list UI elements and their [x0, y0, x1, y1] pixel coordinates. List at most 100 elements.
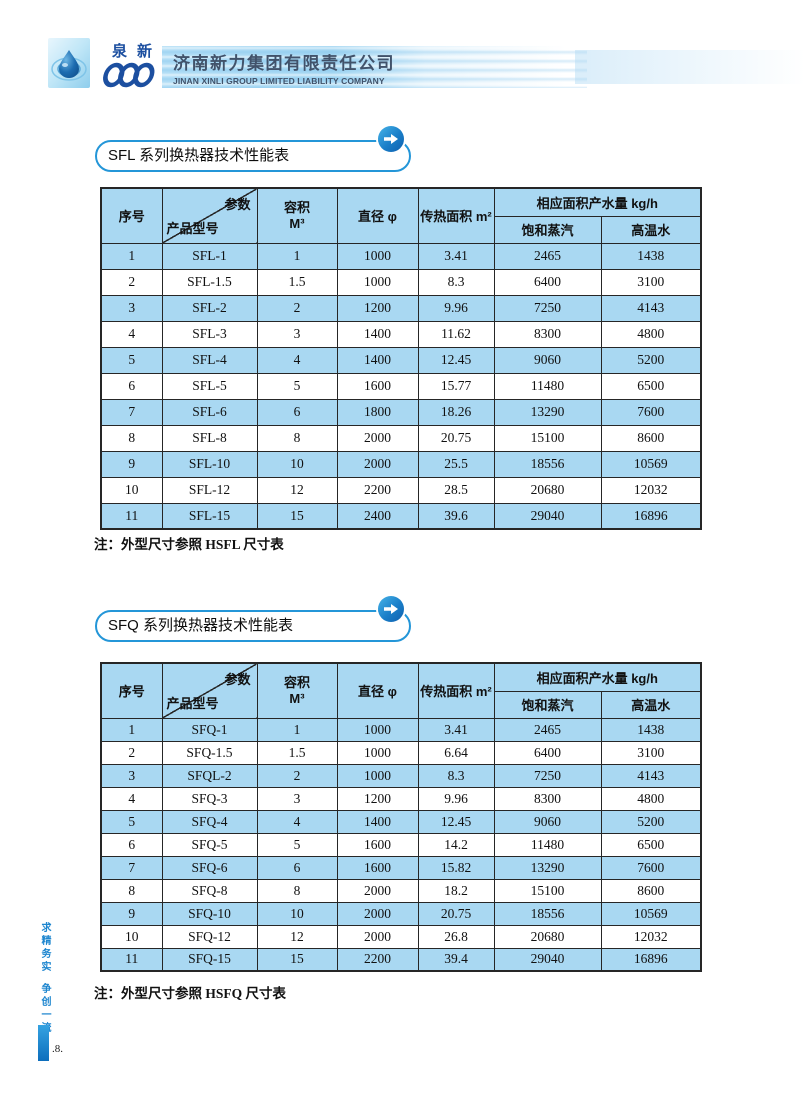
table-cell: SFQ-4 — [161, 809, 258, 834]
table-row: 4 SFQ-3 3 1200 9.96 8300 4800 — [100, 786, 702, 811]
table-cell: 2000 — [336, 901, 419, 926]
table-cell: 18556 — [493, 450, 602, 478]
table-cell: 2000 — [336, 924, 419, 949]
table-cell: 3100 — [600, 268, 702, 296]
table-cell: 1 — [256, 242, 338, 270]
table-cell: 4 — [100, 786, 163, 811]
table-cell: SFQ-12 — [161, 924, 258, 949]
table-cell: 4800 — [600, 320, 702, 348]
table-cell: 2 — [100, 268, 163, 296]
table-cell: 1 — [100, 242, 163, 270]
table-cell: SFQ-1.5 — [161, 740, 258, 765]
table-cell: 11480 — [493, 832, 602, 857]
table-cell: 6 — [256, 855, 338, 880]
table-cell: 8 — [256, 878, 338, 903]
table-cell: 4 — [256, 346, 338, 374]
table-row: 7 SFL-6 6 1800 18.26 13290 7600 — [100, 398, 702, 426]
table-cell: 1438 — [600, 242, 702, 270]
table-cell: 2200 — [336, 476, 419, 504]
table-cell: 1000 — [336, 242, 419, 270]
table-cell: 12032 — [600, 476, 702, 504]
table-cell: SFQ-6 — [161, 855, 258, 880]
table-cell: 12.45 — [417, 346, 495, 374]
table-header-row: 序号 参数 产品型号 容积 M³ 直径 φ 传热面积 m² 相应面积产水量 kg… — [100, 662, 702, 719]
table-cell: 28.5 — [417, 476, 495, 504]
table-cell: 8 — [256, 424, 338, 452]
table-cell: SFL-1.5 — [161, 268, 258, 296]
table-cell: 39.4 — [417, 947, 495, 972]
table-cell: 18556 — [493, 901, 602, 926]
header-volume: 容积 M³ — [256, 187, 338, 244]
table-cell: 7 — [100, 398, 163, 426]
table-cell: 1400 — [336, 320, 419, 348]
table-cell: 15100 — [493, 424, 602, 452]
table-row: 1 SFL-1 1 1000 3.41 2465 1438 — [100, 242, 702, 270]
header-heat-area: 传热面积 m² — [417, 187, 495, 244]
table-cell: 2200 — [336, 947, 419, 972]
table-cell: 29040 — [493, 502, 602, 530]
table-cell: 5 — [256, 832, 338, 857]
swirl-logo-icon — [103, 62, 155, 88]
table-cell: 6400 — [493, 268, 602, 296]
table-note-sfq: 注：外型尺寸参照 HSFQ 尺寸表 — [94, 986, 287, 1001]
table-cell: 16896 — [600, 947, 702, 972]
header-saturated-steam: 饱和蒸汽 — [493, 690, 602, 719]
header-hot-water: 高温水 — [600, 215, 702, 244]
sfl-performance-table: 序号 参数 产品型号 容积 M³ 直径 φ 传热面积 m² 相应面积产水量 kg… — [100, 187, 702, 530]
header-diagonal-cell: 参数 产品型号 — [161, 662, 258, 719]
table-cell: 10569 — [600, 450, 702, 478]
table-cell: 4 — [100, 320, 163, 348]
table-cell: 3 — [256, 320, 338, 348]
table-cell: 6500 — [600, 372, 702, 400]
table-cell: 20680 — [493, 924, 602, 949]
table-row: 3 SFL-2 2 1200 9.96 7250 4143 — [100, 294, 702, 322]
company-logo: 泉新 — [97, 40, 167, 88]
table-cell: SFL-3 — [161, 320, 258, 348]
table-cell: 1600 — [336, 832, 419, 857]
table-cell: 15 — [256, 947, 338, 972]
table-cell: SFL-8 — [161, 424, 258, 452]
table-cell: 10 — [256, 901, 338, 926]
table-cell: 10 — [100, 924, 163, 949]
table-cell: 1600 — [336, 855, 419, 880]
table-cell: 2400 — [336, 502, 419, 530]
sidebar-slogan-top: 求精务实 — [39, 922, 50, 974]
table-cell: 9 — [100, 901, 163, 926]
table-row: 9 SFL-10 10 2000 25.5 18556 10569 — [100, 450, 702, 478]
table-cell: 39.6 — [417, 502, 495, 530]
table-cell: 9.96 — [417, 294, 495, 322]
table-cell: 8.3 — [417, 763, 495, 788]
table-cell: 11480 — [493, 372, 602, 400]
table-cell: 8 — [100, 424, 163, 452]
company-name-en: JINAN XINLI GROUP LIMITED LIABILITY COMP… — [173, 76, 385, 86]
table-cell: SFL-10 — [161, 450, 258, 478]
table-cell: 12.45 — [417, 809, 495, 834]
table-cell: 3100 — [600, 740, 702, 765]
header-diagonal-cell: 参数 产品型号 — [161, 187, 258, 244]
header-banner-fade — [575, 50, 805, 84]
table-cell: SFQL-2 — [161, 763, 258, 788]
table-cell: SFQ-1 — [161, 717, 258, 742]
table-row: 8 SFQ-8 8 2000 18.2 15100 8600 — [100, 878, 702, 903]
table-cell: 18.2 — [417, 878, 495, 903]
table-row: 5 SFL-4 4 1400 12.45 9060 5200 — [100, 346, 702, 374]
table-cell: 7250 — [493, 763, 602, 788]
table-cell: 3 — [100, 294, 163, 322]
page-number: .8. — [52, 1043, 63, 1055]
header-parameter-label: 参数 — [224, 197, 251, 212]
table-cell: SFL-6 — [161, 398, 258, 426]
table-cell: 6400 — [493, 740, 602, 765]
table-cell: 1000 — [336, 740, 419, 765]
table-cell: 5 — [100, 809, 163, 834]
table-cell: 4143 — [600, 763, 702, 788]
table-cell: 1438 — [600, 717, 702, 742]
company-name-block: 济南新力集团有限责任公司 JINAN XINLI GROUP LIMITED L… — [173, 49, 395, 86]
table-cell: 5 — [256, 372, 338, 400]
table-cell: 3.41 — [417, 242, 495, 270]
table-cell: 1 — [100, 717, 163, 742]
table-cell: 2 — [100, 740, 163, 765]
header-parameter-label: 参数 — [224, 672, 251, 687]
header-hot-water: 高温水 — [600, 690, 702, 719]
table-cell: 7600 — [600, 855, 702, 880]
table-cell: 11.62 — [417, 320, 495, 348]
